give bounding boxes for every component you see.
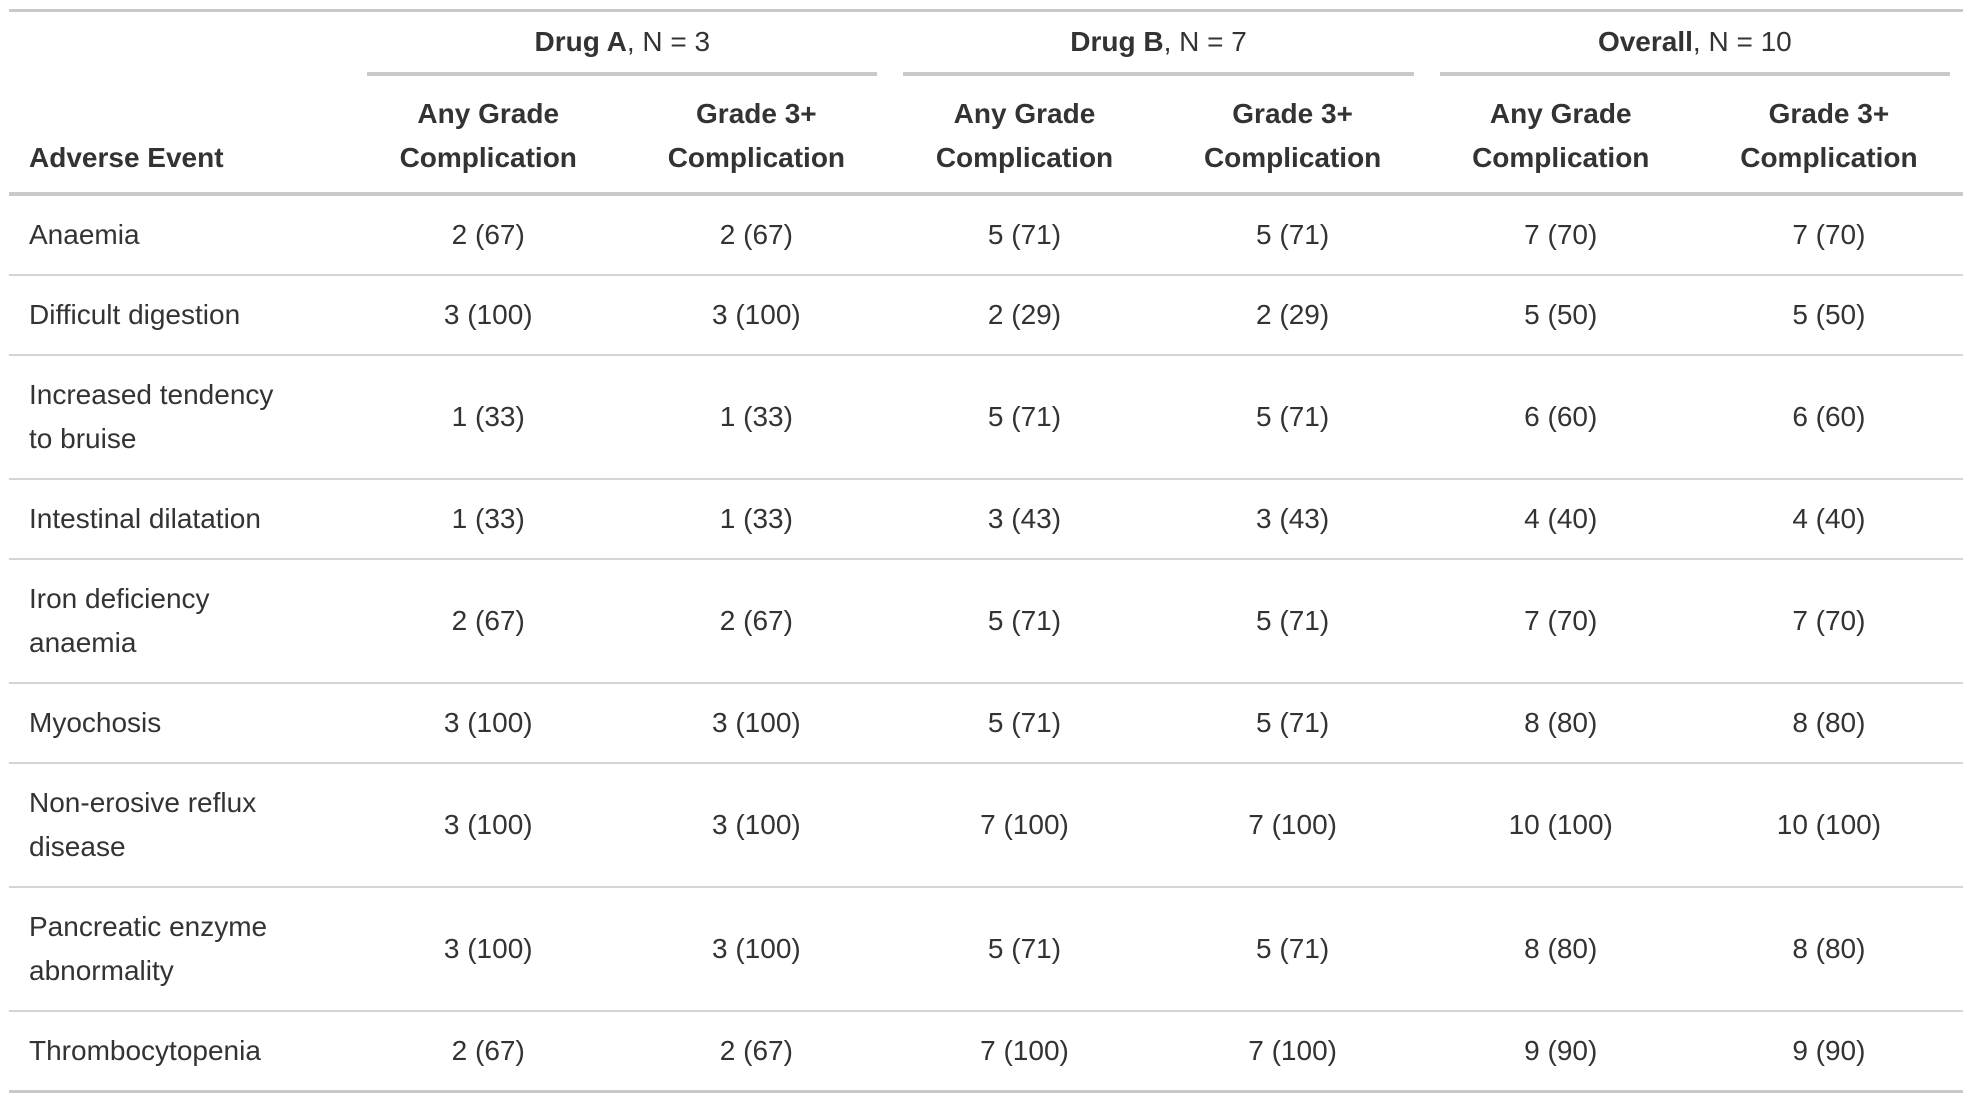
data-cell: 5 (50) [1694, 275, 1963, 356]
table-row-anaemia: Anaemia 2 (67) 2 (67) 5 (71) 5 (71) 7 (7… [9, 194, 1963, 276]
column-header-drug-a-grade3: Grade 3+ Complication [622, 76, 891, 196]
table-body: Anaemia 2 (67) 2 (67) 5 (71) 5 (71) 7 (7… [9, 194, 1963, 1093]
spanner-drug-a-n: , N = 3 [626, 26, 711, 57]
data-cell: 1 (33) [354, 479, 623, 560]
data-cell: 5 (50) [1426, 275, 1695, 356]
spanner-drug-b-n: , N = 7 [1163, 26, 1247, 57]
data-cell: 7 (100) [890, 1011, 1159, 1093]
data-cell: 2 (29) [1158, 275, 1427, 356]
data-cell: 2 (67) [622, 559, 891, 684]
data-cell: 3 (100) [354, 275, 623, 356]
row-label: Iron deficiency anaemia [9, 559, 355, 684]
spanner-empty-cell [9, 11, 354, 77]
data-cell: 5 (71) [890, 194, 1159, 276]
data-cell: 5 (71) [1158, 194, 1427, 276]
table-row-myochosis: Myochosis 3 (100) 3 (100) 5 (71) 5 (71) … [9, 683, 1963, 764]
spanner-drug-b-underline: Drug B, N = 7 [903, 12, 1414, 76]
data-cell: 3 (100) [622, 275, 891, 356]
data-cell: 7 (70) [1694, 559, 1963, 684]
data-cell: 10 (100) [1694, 763, 1963, 888]
spanner-drug-a-label: Drug A [534, 26, 627, 57]
spanner-drug-a: Drug A, N = 3 [354, 11, 890, 76]
data-cell: 5 (71) [890, 683, 1159, 764]
spanner-row: Drug A, N = 3 Drug B, N = 7 Overall, N =… [9, 11, 1963, 77]
data-cell: 8 (80) [1426, 683, 1695, 764]
data-cell: 2 (67) [354, 1011, 623, 1093]
data-cell: 3 (100) [354, 887, 623, 1012]
adverse-events-table: Drug A, N = 3 Drug B, N = 7 Overall, N =… [9, 9, 1963, 1093]
data-cell: 10 (100) [1426, 763, 1695, 888]
row-label: Myochosis [9, 683, 355, 764]
spanner-overall: Overall, N = 10 [1427, 11, 1963, 76]
table-row-increased-tendency-to-bruise: Increased tendency to bruise 1 (33) 1 (3… [9, 355, 1963, 480]
table-row-thrombocytopenia: Thrombocytopenia 2 (67) 2 (67) 7 (100) 7… [9, 1011, 1963, 1093]
data-cell: 5 (71) [1158, 355, 1427, 480]
adverse-event-header: Adverse Event [9, 76, 355, 196]
data-cell: 3 (100) [354, 683, 623, 764]
column-header-drug-b-grade3: Grade 3+ Complication [1158, 76, 1427, 196]
data-cell: 6 (60) [1426, 355, 1695, 480]
data-cell: 9 (90) [1694, 1011, 1963, 1093]
data-cell: 7 (100) [1158, 763, 1427, 888]
data-cell: 5 (71) [1158, 887, 1427, 1012]
data-cell: 8 (80) [1694, 683, 1963, 764]
data-cell: 5 (71) [890, 355, 1159, 480]
data-cell: 5 (71) [1158, 683, 1427, 764]
data-cell: 8 (80) [1694, 887, 1963, 1012]
table-row-iron-deficiency-anaemia: Iron deficiency anaemia 2 (67) 2 (67) 5 … [9, 559, 1963, 684]
column-header-drug-b-any-grade: Any Grade Complication [890, 76, 1159, 196]
row-label: Thrombocytopenia [9, 1011, 355, 1093]
table-row-difficult-digestion: Difficult digestion 3 (100) 3 (100) 2 (2… [9, 275, 1963, 356]
data-cell: 6 (60) [1694, 355, 1963, 480]
row-label: Non-erosive reflux disease [9, 763, 355, 888]
table-row-pancreatic-enzyme-abnormality: Pancreatic enzyme abnormality 3 (100) 3 … [9, 887, 1963, 1012]
data-cell: 8 (80) [1426, 887, 1695, 1012]
data-cell: 2 (29) [890, 275, 1159, 356]
data-cell: 1 (33) [622, 479, 891, 560]
row-label: Increased tendency to bruise [9, 355, 355, 480]
data-cell: 3 (100) [622, 763, 891, 888]
data-cell: 1 (33) [622, 355, 891, 480]
data-cell: 7 (70) [1694, 194, 1963, 276]
data-cell: 2 (67) [354, 194, 623, 276]
data-cell: 7 (100) [1158, 1011, 1427, 1093]
row-label: Difficult digestion [9, 275, 355, 356]
spanner-overall-underline: Overall, N = 10 [1439, 12, 1950, 76]
data-cell: 7 (100) [890, 763, 1159, 888]
data-cell: 3 (43) [1158, 479, 1427, 560]
data-cell: 3 (100) [622, 887, 891, 1012]
data-cell: 4 (40) [1426, 479, 1695, 560]
column-header-overall-any-grade: Any Grade Complication [1426, 76, 1695, 196]
column-header-row: Adverse Event Any Grade Complication Gra… [9, 76, 1963, 196]
row-label: Anaemia [9, 194, 355, 276]
data-cell: 5 (71) [890, 559, 1159, 684]
data-cell: 2 (67) [622, 1011, 891, 1093]
data-cell: 3 (43) [890, 479, 1159, 560]
column-header-overall-grade3: Grade 3+ Complication [1694, 76, 1963, 196]
data-cell: 7 (70) [1426, 559, 1695, 684]
spanner-overall-n: , N = 10 [1692, 26, 1792, 57]
row-label: Intestinal dilatation [9, 479, 355, 560]
data-cell: 2 (67) [354, 559, 623, 684]
spanner-drug-b: Drug B, N = 7 [890, 11, 1426, 76]
data-cell: 3 (100) [354, 763, 623, 888]
spanner-overall-label: Overall [1597, 26, 1693, 57]
data-cell: 5 (71) [890, 887, 1159, 1012]
table-row-non-erosive-reflux-disease: Non-erosive reflux disease 3 (100) 3 (10… [9, 763, 1963, 888]
row-label: Pancreatic enzyme abnormality [9, 887, 355, 1012]
table-header: Drug A, N = 3 Drug B, N = 7 Overall, N =… [9, 11, 1963, 196]
spanner-drug-b-label: Drug B [1070, 26, 1164, 57]
data-cell: 3 (100) [622, 683, 891, 764]
data-cell: 7 (70) [1426, 194, 1695, 276]
data-cell: 2 (67) [622, 194, 891, 276]
data-cell: 1 (33) [354, 355, 623, 480]
data-cell: 4 (40) [1694, 479, 1963, 560]
table-row-intestinal-dilatation: Intestinal dilatation 1 (33) 1 (33) 3 (4… [9, 479, 1963, 560]
spanner-drug-a-underline: Drug A, N = 3 [367, 12, 878, 76]
column-header-drug-a-any-grade: Any Grade Complication [354, 76, 623, 196]
data-cell: 9 (90) [1426, 1011, 1695, 1093]
data-cell: 5 (71) [1158, 559, 1427, 684]
